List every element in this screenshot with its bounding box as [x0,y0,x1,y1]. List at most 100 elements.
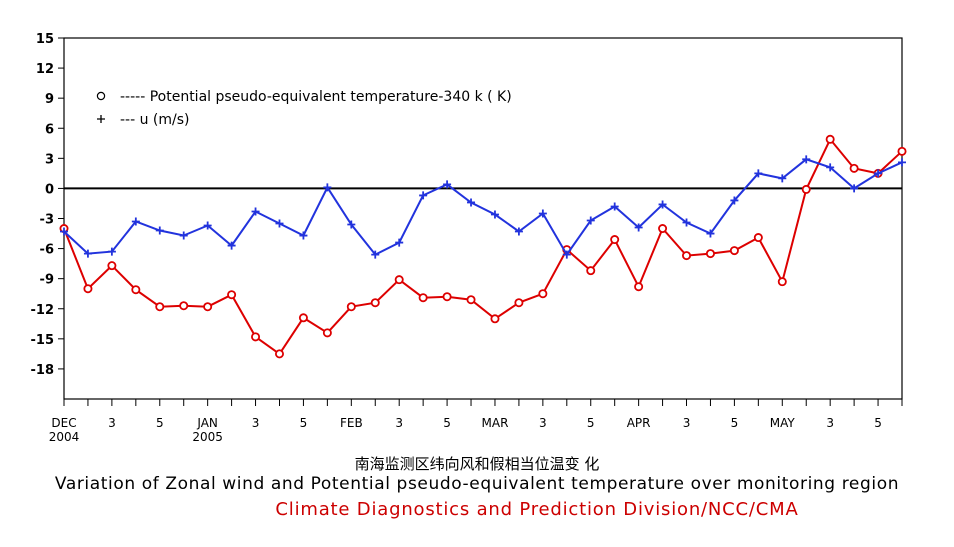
legend-marker-circle [96,91,106,101]
series-line-0 [63,137,903,356]
chart-title: Variation of Zonal wind and Potential ps… [54,474,900,494]
data-point-0 [298,313,308,323]
data-point-0 [418,293,428,303]
data-point-1 [538,209,547,218]
data-point-0 [227,290,237,300]
data-point-0 [155,302,165,312]
data-point-1 [706,229,715,238]
x-tick-label: 5 [300,416,308,430]
data-point-0 [131,285,141,295]
chart-series [59,134,907,359]
y-tick-label: 3 [45,152,54,167]
data-point-1 [754,169,763,178]
y-tick-label: -15 [31,333,55,348]
data-point-0 [729,246,739,256]
x-tick-label: 3 [539,416,547,430]
data-point-1 [682,218,691,227]
data-point-0 [514,298,524,308]
data-point-1 [778,174,787,183]
data-point-0 [322,328,332,338]
data-point-0 [490,314,500,324]
chart-credit: Climate Diagnostics and Prediction Divis… [275,499,799,520]
data-point-0 [777,277,787,287]
data-point-1 [850,184,859,193]
data-point-0 [370,298,380,308]
data-point-0 [179,301,189,311]
data-point-1 [395,238,404,247]
data-point-1 [227,241,236,250]
x-tick-label: 3 [826,416,834,430]
x-tick-sublabel: 2005 [192,430,223,444]
y-tick-label: 0 [45,182,54,197]
data-point-0 [801,184,811,194]
data-point-1 [490,210,499,219]
x-tick-label: MAY [770,416,796,430]
data-point-0 [107,261,117,271]
x-tick-label: 3 [395,416,403,430]
chart-title-chinese: 南海监测区纬向风和假相当位温变 化 [354,455,600,473]
data-point-0 [346,302,356,312]
y-tick-label: -18 [31,363,55,378]
x-tick-label: FEB [340,416,363,430]
data-point-1 [514,227,523,236]
x-tick-label: 3 [683,416,691,430]
legend-label: ----- Potential pseudo-equivalent temper… [120,89,512,105]
data-point-1 [275,219,284,228]
data-point-0 [849,163,859,173]
y-tick-label: 9 [45,92,54,107]
data-point-1 [419,191,428,200]
data-point-1 [251,207,260,216]
data-point-0 [203,302,213,312]
y-tick-label: 15 [36,32,54,47]
data-point-0 [442,292,452,302]
data-point-1 [83,249,92,258]
data-point-1 [610,202,619,211]
data-point-1 [898,158,906,167]
data-point-1 [107,247,116,256]
data-point-1 [60,227,68,236]
series-line-1 [63,158,903,257]
y-tick-label: -3 [40,213,54,228]
y-tick-label: 12 [36,62,54,77]
data-point-1 [203,221,212,230]
chart-legend: ----- Potential pseudo-equivalent temper… [96,89,512,128]
data-point-0 [394,275,404,285]
y-tick-label: -6 [40,243,54,258]
y-tick-label: -12 [31,303,55,318]
x-tick-label: JAN [196,416,218,430]
data-point-0 [251,332,261,342]
data-point-0 [658,224,668,234]
x-tick-label: 5 [443,416,451,430]
y-tick-label: 6 [45,122,54,137]
data-point-1 [131,217,140,226]
data-point-0 [634,282,644,292]
data-point-1 [874,169,883,178]
data-point-0 [83,284,93,294]
x-tick-label: APR [627,416,651,430]
data-point-1 [155,226,164,235]
data-point-1 [179,231,188,240]
data-point-1 [562,250,571,259]
data-point-0 [897,146,907,156]
data-point-1 [826,163,835,172]
data-point-1 [347,220,356,229]
data-point-1 [634,223,643,232]
data-point-1 [371,250,380,259]
x-tick-label: 3 [252,416,260,430]
data-point-0 [610,235,620,245]
data-point-0 [586,266,596,276]
data-point-0 [538,289,548,299]
data-point-0 [682,251,692,261]
data-point-0 [466,295,476,305]
data-point-0 [753,233,763,243]
x-tick-label: 5 [156,416,164,430]
data-point-1 [730,196,739,205]
data-point-1 [443,180,452,189]
data-point-0 [705,249,715,259]
data-point-1 [323,183,332,192]
data-point-1 [299,231,308,240]
x-tick-sublabel: 2004 [49,430,80,444]
data-point-0 [274,349,284,359]
y-tick-label: -9 [40,273,54,288]
